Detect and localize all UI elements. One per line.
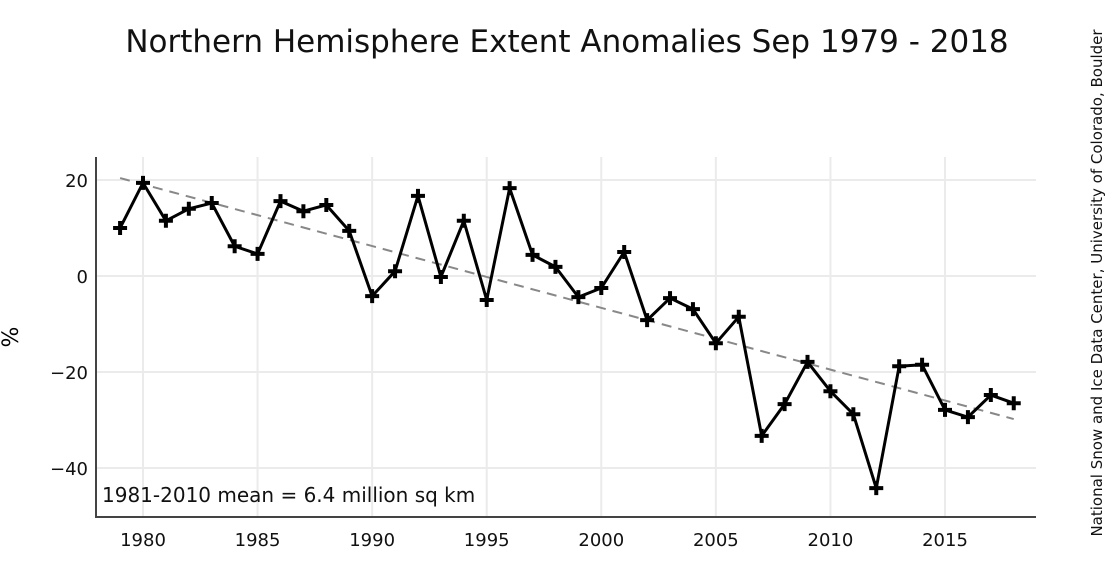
x-tick-label: 2015 — [922, 530, 968, 551]
data-point-1988 — [319, 197, 334, 212]
chart-title: Northern Hemisphere Extent Anomalies Sep… — [125, 24, 1009, 60]
data-point-2010 — [823, 384, 838, 399]
series-line — [118, 181, 1015, 490]
data-point-1995 — [479, 293, 494, 307]
trend-line — [119, 177, 1015, 421]
data-point-2004 — [685, 302, 700, 317]
data-point-1981 — [158, 213, 173, 228]
data-point-2006 — [731, 309, 746, 324]
x-tick-label: 2010 — [808, 530, 854, 551]
data-point-1997 — [525, 247, 540, 262]
data-point-1991 — [388, 264, 403, 279]
y-tick-label: 0 — [77, 267, 88, 288]
data-point-1984 — [227, 239, 242, 254]
data-point-1998 — [548, 259, 563, 274]
data-point-2013 — [892, 359, 907, 374]
axes — [95, 157, 1036, 518]
mean-annotation: 1981-2010 mean = 6.4 million sq km — [102, 483, 475, 507]
x-tick-label: 1980 — [120, 530, 166, 551]
data-point-1999 — [571, 290, 586, 305]
y-tick-label: 20 — [65, 171, 88, 192]
data-point-2014 — [915, 357, 930, 372]
data-point-2001 — [617, 245, 632, 259]
data-point-2016 — [960, 410, 975, 425]
data-point-2009 — [800, 354, 815, 369]
x-tick-label: 1990 — [349, 530, 395, 551]
grid — [96, 157, 1036, 517]
data-point-2008 — [777, 397, 792, 412]
x-tick-label: 2005 — [693, 530, 739, 551]
data-point-2017 — [983, 388, 998, 403]
data-point-1990 — [365, 289, 380, 304]
data-point-1980 — [136, 175, 150, 190]
x-tick-label: 2000 — [578, 530, 624, 551]
data-point-1986 — [273, 194, 288, 209]
data-point-2005 — [708, 336, 723, 351]
data-point-1992 — [410, 188, 425, 203]
data-point-1994 — [456, 213, 471, 228]
data-point-2018 — [1006, 396, 1021, 411]
series — [113, 175, 1021, 496]
data-point-2000 — [594, 281, 609, 295]
data-point-1993 — [433, 269, 448, 284]
data-point-2003 — [663, 291, 678, 306]
data-point-1982 — [181, 201, 196, 216]
data-point-1983 — [204, 196, 219, 211]
data-point-1979 — [113, 221, 128, 235]
x-tick-label: 1995 — [464, 530, 510, 551]
y-tick-label: −20 — [50, 363, 88, 384]
data-point-2011 — [846, 407, 861, 422]
y-axis-label: % — [0, 327, 24, 348]
data-point-1987 — [296, 204, 311, 219]
data-point-2007 — [754, 428, 769, 443]
data-point-1989 — [342, 223, 357, 238]
y-tick-label: −40 — [50, 459, 88, 480]
data-point-2002 — [640, 313, 655, 328]
data-point-1985 — [250, 246, 265, 261]
trend-line-segment — [119, 177, 1015, 421]
data-point-2015 — [938, 402, 952, 417]
data-point-2012 — [869, 481, 884, 496]
data-point-1996 — [502, 181, 517, 196]
x-tick-label: 1985 — [235, 530, 281, 551]
